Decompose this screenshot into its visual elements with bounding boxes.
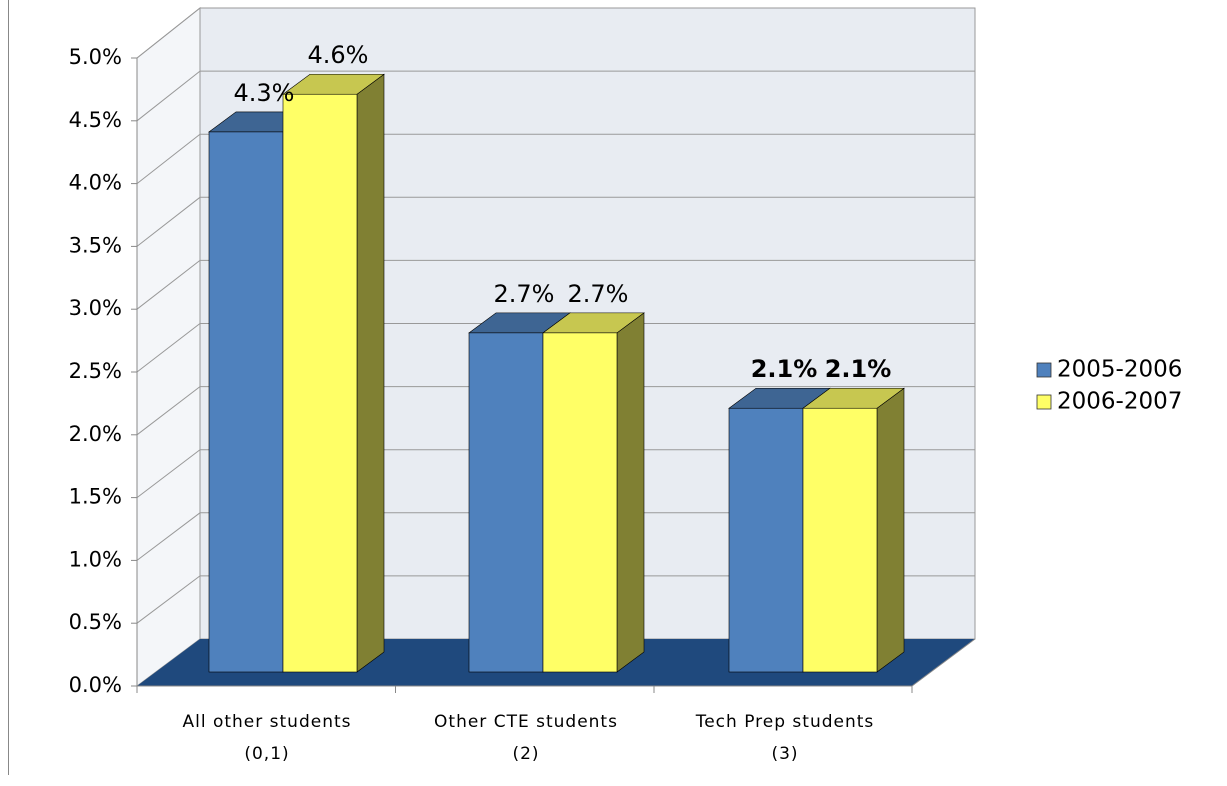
x-tick-label: Tech Prep students (3) xyxy=(695,712,875,764)
bar xyxy=(282,93,358,673)
bar xyxy=(802,407,878,673)
value-label: 2.1% xyxy=(825,355,892,383)
y-tick-label: 4.0% xyxy=(69,171,122,195)
value-label: 4.3% xyxy=(234,79,295,107)
grid-line xyxy=(136,70,975,122)
y-tick-label: 5.0% xyxy=(69,45,122,69)
grid-line xyxy=(136,512,975,561)
legend-swatch xyxy=(1036,362,1052,378)
grid-line xyxy=(136,133,975,184)
x-axis-depth xyxy=(911,638,976,687)
grid-line xyxy=(136,575,975,624)
grid-line xyxy=(136,196,975,247)
x-tick-label: Other CTE students (2) xyxy=(434,712,618,764)
x-tick-label: All other students (0,1) xyxy=(182,712,352,764)
y-tick-label: 0.5% xyxy=(69,610,122,634)
bar xyxy=(728,407,804,673)
side-wall xyxy=(136,6,201,687)
y-tick-label: 4.5% xyxy=(69,108,122,132)
y-tick-label: 0.0% xyxy=(69,673,122,697)
bar-side xyxy=(356,73,385,673)
y-tick-label: 2.5% xyxy=(69,359,122,383)
bar-side xyxy=(876,387,905,673)
value-label: 2.7% xyxy=(494,280,555,308)
bar xyxy=(468,332,544,673)
value-label: 2.1% xyxy=(751,355,818,383)
grid-line xyxy=(136,449,975,498)
grid-line xyxy=(136,323,975,373)
value-label: 2.7% xyxy=(568,280,629,308)
y-tick-label: 1.5% xyxy=(69,485,122,509)
legend-label: 2006-2007 xyxy=(1057,389,1182,415)
y-tick-label: 3.0% xyxy=(69,296,122,320)
grid-line xyxy=(136,259,975,310)
value-label: 4.6% xyxy=(308,41,369,69)
bar xyxy=(542,332,618,673)
legend-swatch xyxy=(1036,394,1052,410)
grid-line xyxy=(136,7,975,59)
y-tick-label: 2.0% xyxy=(69,422,122,446)
bar-side xyxy=(616,312,645,673)
y-tick-label: 3.5% xyxy=(69,233,122,257)
grid-line xyxy=(136,386,975,436)
bar xyxy=(208,131,284,673)
legend-label: 2005-2006 xyxy=(1057,357,1182,383)
y-tick-label: 1.0% xyxy=(69,547,122,571)
